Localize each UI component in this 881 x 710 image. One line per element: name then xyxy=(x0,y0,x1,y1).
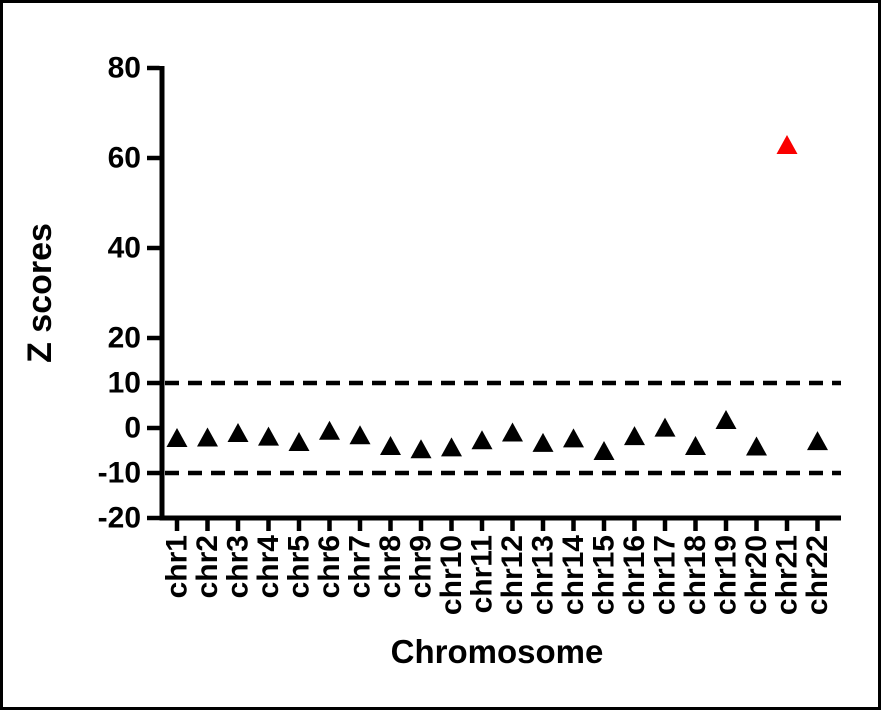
y-axis-title: Z scores xyxy=(21,223,59,363)
x-tick-label-chr11: chr11 xyxy=(466,535,499,613)
data-point-chr17 xyxy=(654,417,676,437)
data-point-chr1 xyxy=(166,427,188,447)
data-point-chr19 xyxy=(715,409,737,429)
x-tick-label-chr12: chr12 xyxy=(496,535,529,615)
data-points-group xyxy=(166,135,828,460)
y-tick-label: 80 xyxy=(108,52,141,85)
data-point-chr13 xyxy=(532,432,554,452)
x-tick-label-chr10: chr10 xyxy=(435,535,468,615)
x-tick-label-chr17: chr17 xyxy=(649,535,682,615)
x-tick-label-chr2: chr2 xyxy=(191,535,224,598)
x-tick-label-chr14: chr14 xyxy=(557,535,590,615)
data-point-chr15 xyxy=(593,441,615,460)
data-point-chr22 xyxy=(807,431,828,451)
data-point-chr6 xyxy=(319,420,340,440)
x-tick-label-chr8: chr8 xyxy=(374,535,407,598)
x-tick-label-chr4: chr4 xyxy=(252,535,285,599)
x-tick-label-chr9: chr9 xyxy=(405,535,438,598)
x-tick-label-chr6: chr6 xyxy=(313,535,346,598)
x-tick-label-chr3: chr3 xyxy=(222,535,255,598)
x-tick-label-chr18: chr18 xyxy=(679,535,712,615)
x-tick-label-chr16: chr16 xyxy=(618,535,651,615)
data-point-chr3 xyxy=(227,423,249,442)
y-tick-label: -10 xyxy=(98,457,141,490)
data-point-chr20 xyxy=(746,436,767,456)
data-point-chr7 xyxy=(349,425,371,445)
y-tick-label: 10 xyxy=(108,367,141,400)
data-point-chr10 xyxy=(441,437,462,457)
data-point-chr4 xyxy=(258,426,279,446)
data-point-chr14 xyxy=(563,428,584,448)
y-axis-ticks-group: 80 60 40 20 10 0 -10 -20 xyxy=(98,52,160,535)
data-point-chr11 xyxy=(471,430,493,450)
x-axis-title: Chromosome xyxy=(391,633,604,670)
y-tick-label: 20 xyxy=(108,322,141,355)
threshold-lines-group xyxy=(165,380,841,476)
y-tick-label: 60 xyxy=(108,142,141,175)
data-point-chr16 xyxy=(624,426,645,446)
x-tick-label-chr22: chr22 xyxy=(801,535,834,615)
x-tick-label-chr7: chr7 xyxy=(344,535,377,598)
x-axis-ticks-group: chr1chr2chr3chr4chr5chr6chr7chr8chr9chr1… xyxy=(161,520,834,615)
data-point-chr2 xyxy=(197,427,218,447)
data-point-chr12 xyxy=(502,422,523,442)
y-tick-label: 0 xyxy=(124,412,141,445)
data-point-chr21 xyxy=(776,135,798,154)
y-tick-label: -20 xyxy=(98,502,141,535)
data-point-chr8 xyxy=(380,436,401,456)
x-tick-label-chr21: chr21 xyxy=(771,535,804,615)
x-tick-label-chr15: chr15 xyxy=(588,535,621,615)
x-tick-label-chr13: chr13 xyxy=(527,535,560,615)
data-point-chr5 xyxy=(288,432,310,451)
x-tick-label-chr20: chr20 xyxy=(740,535,773,615)
y-tick-label: 40 xyxy=(108,232,141,265)
data-point-chr18 xyxy=(685,436,706,456)
data-point-chr9 xyxy=(410,439,432,459)
x-tick-label-chr19: chr19 xyxy=(710,535,743,615)
x-tick-label-chr5: chr5 xyxy=(283,535,316,598)
x-tick-label-chr1: chr1 xyxy=(161,535,194,598)
